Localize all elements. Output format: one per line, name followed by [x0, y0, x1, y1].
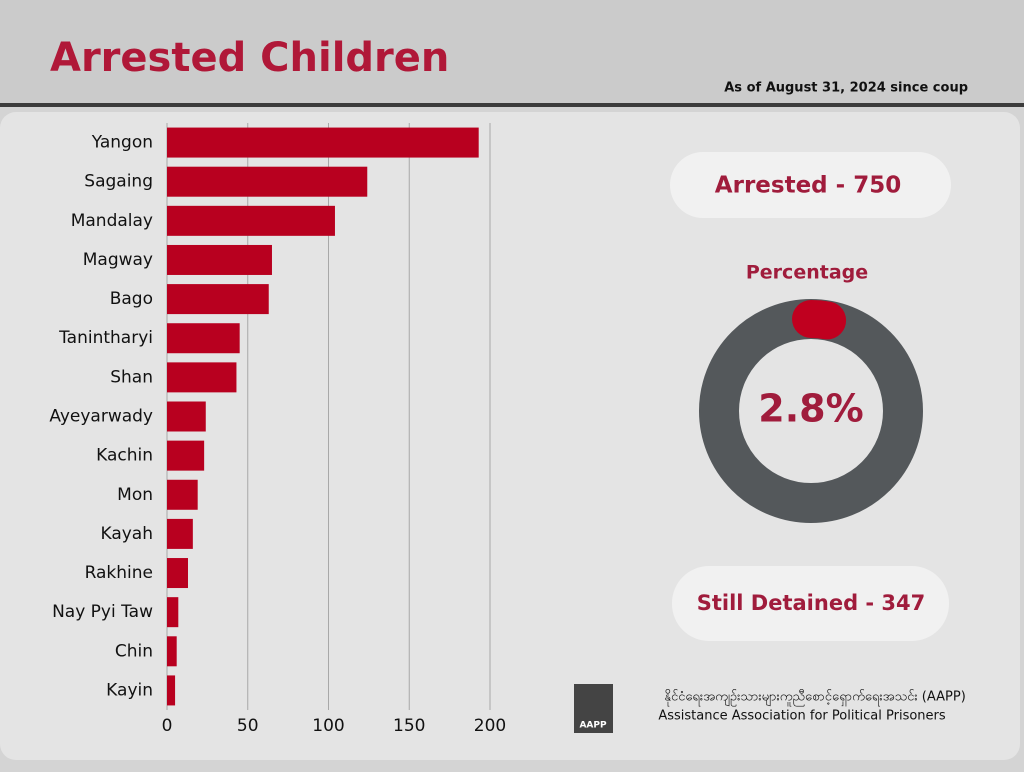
y-tick-label: Sagaing: [84, 172, 153, 192]
x-tick-label: 0: [162, 716, 173, 736]
donut-title: Percentage: [746, 262, 868, 284]
y-tick-label: Kayah: [100, 524, 153, 544]
y-tick-label: Yangon: [91, 133, 153, 153]
y-tick-label: Nay Pyi Taw: [52, 602, 153, 622]
y-tick-label: Magway: [83, 250, 153, 270]
org-native: နိုင်ငံရေးအကျဉ်းသားများကူညီစောင့်ရှောက်ရ…: [664, 689, 966, 707]
y-tick-label: Mandalay: [71, 211, 153, 231]
arrested-pill: [670, 152, 951, 218]
bar: [167, 166, 368, 197]
bar: [167, 362, 237, 393]
page-title: Arrested Children: [50, 35, 449, 81]
date-note: As of August 31, 2024 since coup: [724, 81, 968, 96]
bar: [167, 479, 198, 510]
x-tick-label: 200: [474, 716, 506, 736]
logo-text: AAPP: [579, 721, 607, 731]
y-tick-label: Mon: [117, 485, 153, 505]
bar: [167, 675, 176, 706]
bar: [167, 323, 240, 354]
detained-stat: Still Detained - 347: [697, 591, 926, 615]
header-rule: [0, 103, 1024, 107]
logo: [574, 684, 613, 733]
y-tick-label: Ayeyarwady: [49, 407, 153, 427]
bar: [167, 558, 188, 589]
x-tick-label: 100: [312, 716, 344, 736]
bar: [167, 244, 272, 275]
org-english: Assistance Association for Political Pri…: [658, 709, 946, 724]
detained-pill: [672, 566, 949, 641]
donut-segment: [792, 300, 847, 340]
y-tick-label: Tanintharyi: [58, 328, 153, 348]
y-tick-label: Bago: [110, 289, 153, 309]
header-band: [0, 0, 1024, 103]
bar: [167, 284, 269, 315]
y-tick-label: Kayin: [106, 680, 153, 700]
y-tick-label: Kachin: [96, 446, 153, 466]
y-tick-label: Shan: [110, 367, 153, 387]
bar: [167, 127, 479, 158]
bar: [167, 440, 205, 471]
arrested-stat: Arrested - 750: [715, 173, 901, 199]
bar: [167, 597, 179, 628]
y-tick-label: Chin: [115, 641, 153, 661]
donut-label: 2.8%: [758, 387, 863, 431]
bar: [167, 518, 193, 549]
x-tick-label: 50: [237, 716, 259, 736]
bar: [167, 401, 206, 432]
y-tick-label: Rakhine: [85, 563, 153, 583]
x-tick-label: 150: [393, 716, 425, 736]
bar: [167, 205, 335, 236]
bar: [167, 636, 177, 667]
